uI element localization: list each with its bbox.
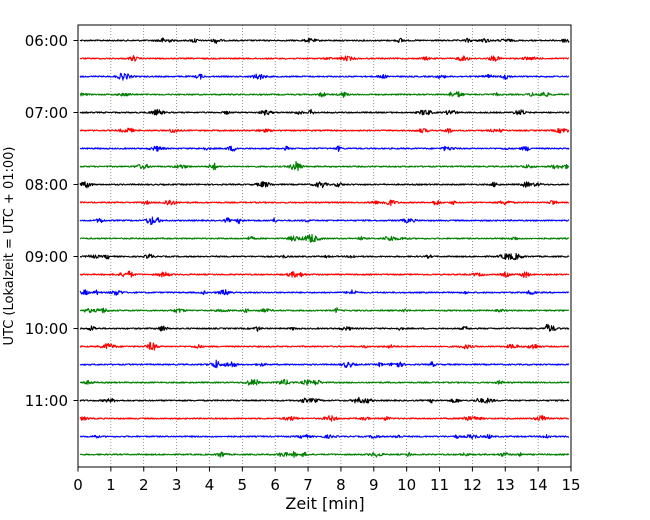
x-tick-label-0: 0 [73,476,83,494]
trace-0945 [79,307,570,314]
y-axis-ticks: 06:00 07:00 08:00 09:00 10:00 11:00 [25,32,78,410]
y-tick-label-0600: 06:00 [25,32,68,50]
x-tick-label-5: 5 [238,476,248,494]
x-tick-label-11: 11 [430,476,449,494]
trace-1115 [79,414,570,422]
x-tick-label-4: 4 [205,476,215,494]
trace-0830 [79,216,570,226]
y-tick-label-0800: 08:00 [25,176,68,194]
trace-1145 [79,451,570,459]
trace-1015 [79,341,570,351]
trace-0800 [79,181,570,189]
x-tick-label-14: 14 [529,476,548,494]
trace-1045 [79,378,570,386]
trace-0900 [79,252,570,261]
trace-0715 [79,127,570,134]
trace-1030 [79,359,570,369]
trace-0630 [79,72,570,81]
trace-0845 [79,233,570,243]
trace-0915 [79,270,570,278]
trace-0730 [79,145,570,152]
y-tick-label-1000: 10:00 [25,320,68,338]
x-tick-label-9: 9 [369,476,379,494]
x-tick-label-3: 3 [172,476,182,494]
x-tick-label-6: 6 [270,476,280,494]
x-tick-label-12: 12 [463,476,482,494]
x-tick-label-15: 15 [561,476,580,494]
seismic-traces [79,37,570,459]
trace-0615 [79,54,570,62]
trace-0645 [79,91,570,98]
trace-0815 [79,199,570,207]
y-tick-label-0900: 09:00 [25,248,68,266]
x-tick-label-13: 13 [496,476,515,494]
x-axis-label: Zeit [min] [285,494,364,513]
x-tick-label-2: 2 [139,476,149,494]
x-tick-label-10: 10 [397,476,416,494]
trace-1000 [79,323,570,332]
x-tick-label-8: 8 [336,476,346,494]
x-tick-label-1: 1 [106,476,116,494]
y-axis-label: UTC (Lokalzeit = UTC + 01:00) [2,147,17,346]
trace-0700 [79,108,570,116]
trace-0745 [79,160,570,172]
trace-0930 [79,289,570,296]
y-tick-label-0700: 07:00 [25,104,68,122]
trace-1100 [79,396,570,404]
y-tick-label-1100: 11:00 [25,392,68,410]
plot-frame [77,24,572,468]
trace-0600 [79,37,570,45]
trace-1130 [79,434,570,440]
x-axis-ticks: 0 1 2 3 4 5 6 7 8 9 10 11 12 13 14 15 [73,467,581,494]
x-tick-label-7: 7 [303,476,313,494]
